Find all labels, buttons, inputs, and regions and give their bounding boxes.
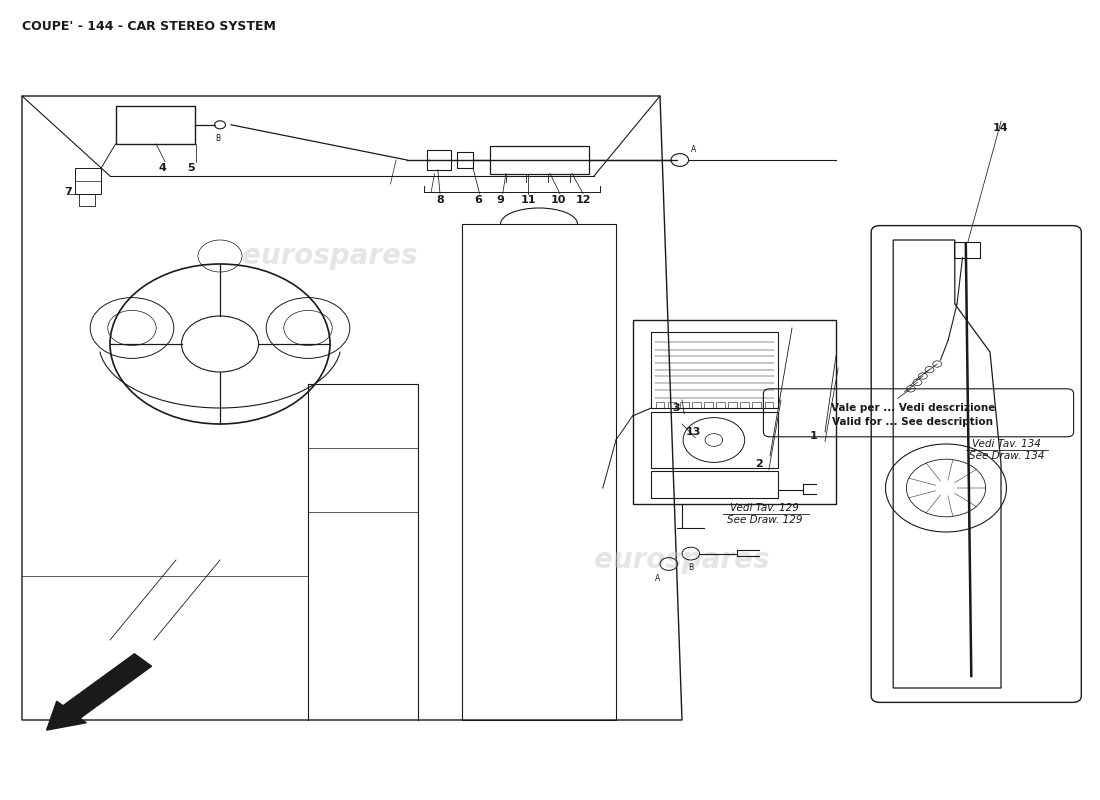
Text: Vedi Tav. 129: Vedi Tav. 129: [730, 503, 799, 513]
Bar: [79, 194, 95, 206]
Text: 1: 1: [810, 431, 818, 441]
Bar: [680, 402, 689, 408]
Bar: [651, 332, 778, 408]
Text: 14: 14: [993, 123, 1009, 133]
Bar: [728, 402, 737, 408]
Text: See Draw. 134: See Draw. 134: [969, 451, 1044, 461]
Bar: [764, 402, 773, 408]
Bar: [427, 150, 451, 170]
Text: A: A: [691, 145, 696, 154]
Text: 11: 11: [520, 195, 536, 205]
Bar: [656, 402, 664, 408]
Text: eurospares: eurospares: [242, 242, 418, 270]
Text: 8: 8: [436, 195, 444, 205]
Bar: [651, 471, 778, 498]
Text: 4: 4: [158, 163, 167, 173]
Bar: [740, 402, 749, 408]
FancyArrow shape: [46, 654, 152, 730]
Bar: [752, 402, 761, 408]
Text: Valid for ... See description: Valid for ... See description: [833, 417, 993, 426]
Text: 2: 2: [755, 459, 763, 469]
Bar: [116, 106, 195, 144]
Text: 10: 10: [551, 195, 566, 205]
Bar: [668, 402, 676, 408]
Text: B: B: [689, 563, 693, 572]
Text: Vedi Tav. 134: Vedi Tav. 134: [972, 439, 1041, 449]
Bar: [692, 402, 701, 408]
Text: See Draw. 129: See Draw. 129: [727, 515, 802, 525]
Text: 13: 13: [685, 427, 701, 437]
Text: 12: 12: [575, 195, 591, 205]
Bar: [651, 412, 778, 468]
Bar: [456, 152, 473, 168]
Text: 6: 6: [474, 195, 483, 205]
Bar: [716, 402, 725, 408]
Text: 5: 5: [188, 163, 195, 173]
Text: B: B: [216, 134, 220, 143]
Bar: [704, 402, 713, 408]
Text: 7: 7: [64, 187, 73, 197]
Bar: [490, 146, 588, 174]
Text: Vale per ... Vedi descrizione: Vale per ... Vedi descrizione: [830, 403, 996, 413]
Bar: [954, 242, 980, 258]
Text: 3: 3: [673, 403, 680, 413]
Text: COUPE' - 144 - CAR STEREO SYSTEM: COUPE' - 144 - CAR STEREO SYSTEM: [22, 20, 276, 33]
Bar: [632, 320, 836, 504]
Text: A: A: [656, 574, 660, 582]
Text: 9: 9: [496, 195, 505, 205]
Text: eurospares: eurospares: [594, 546, 770, 574]
